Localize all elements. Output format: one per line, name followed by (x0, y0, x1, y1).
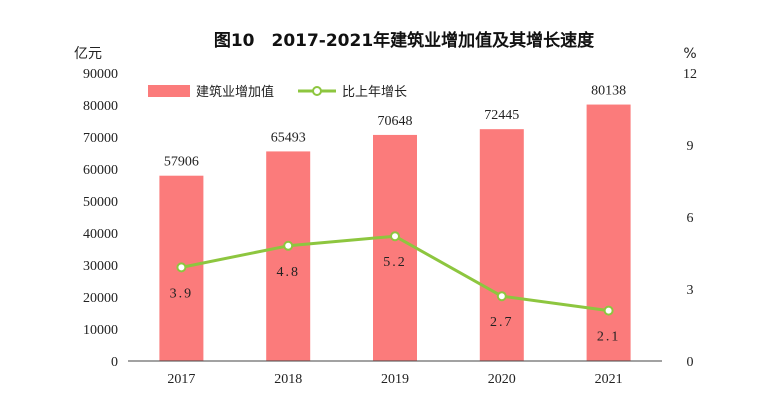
x-tick-label: 2019 (381, 372, 409, 387)
growth-point (176, 262, 187, 273)
growth-point-label: 2.1 (597, 330, 621, 345)
left-tick-label: 10000 (83, 323, 118, 338)
x-axis-ticks: 2017 2018 2019 2020 2021 (167, 372, 622, 387)
legend-line-label: 比上年增长 (342, 85, 407, 100)
left-tick-label: 50000 (83, 195, 118, 210)
bar (266, 151, 311, 361)
legend-line-marker (312, 86, 322, 96)
growth-point-label: 2.7 (490, 315, 514, 330)
x-tick-label: 2020 (488, 372, 516, 387)
left-tick-label: 70000 (83, 131, 118, 146)
right-tick-label: 6 (687, 211, 694, 226)
left-tick-label: 0 (111, 355, 118, 370)
right-tick-label: 9 (687, 139, 694, 154)
left-tick-label: 20000 (83, 291, 118, 306)
bar-value-label: 65493 (271, 130, 306, 145)
bar (479, 129, 524, 361)
right-axis-ticks: 0 3 6 9 12 (683, 67, 697, 370)
bar-value-label: 72445 (484, 108, 519, 123)
legend: 建筑业增加值 比上年增长 (148, 84, 407, 100)
legend-bar-swatch (148, 85, 190, 97)
x-tick-label: 2017 (167, 372, 195, 387)
bar-value-label: 70648 (378, 114, 413, 129)
bar-value-label: 80138 (591, 84, 626, 99)
bar-value-labels: 57906 65493 70648 72445 80138 (164, 84, 626, 170)
left-tick-label: 30000 (83, 259, 118, 274)
left-axis-unit: 亿元 (74, 46, 102, 62)
growth-point-label: 3.9 (170, 286, 194, 301)
growth-point (390, 231, 400, 242)
left-axis-ticks: 0 10000 20000 30000 40000 50000 60000 70000 8000… (83, 67, 118, 370)
growth-point (496, 291, 507, 302)
left-tick-label: 40000 (83, 227, 118, 242)
right-tick-label: 12 (683, 67, 697, 82)
bar (586, 104, 631, 361)
left-tick-label: 90000 (83, 67, 118, 82)
bar (373, 134, 417, 361)
right-tick-label: 0 (687, 355, 694, 370)
x-tick-label: 2018 (274, 372, 302, 387)
chart-title: 图10 2017-2021年建筑业增加值及其增长速度 (214, 30, 595, 51)
bar-series (159, 104, 631, 361)
left-tick-label: 80000 (83, 99, 118, 114)
right-axis-unit: % (683, 46, 696, 62)
growth-point-label: 4.8 (276, 265, 300, 280)
growth-point-label: 5.2 (383, 255, 407, 270)
bar-value-label: 57906 (164, 155, 199, 170)
left-tick-label: 60000 (83, 163, 118, 178)
line-series: 3.9 4.8 5.2 2.7 2.1 (170, 231, 621, 345)
x-tick-label: 2021 (595, 372, 623, 387)
growth-point (603, 305, 614, 316)
right-tick-label: 3 (687, 283, 694, 298)
legend-bar-label: 建筑业增加值 (196, 84, 274, 100)
growth-point (283, 240, 294, 251)
